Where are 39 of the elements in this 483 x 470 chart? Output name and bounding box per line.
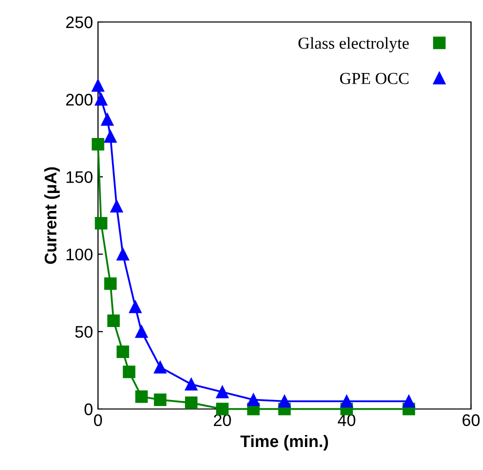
- y-tick-label: 250: [66, 16, 92, 28]
- point: [154, 360, 166, 374]
- legend-label: GPE OCC: [340, 72, 408, 84]
- point: [104, 130, 117, 143]
- point: [129, 300, 142, 314]
- point: [340, 395, 353, 408]
- point: [135, 390, 148, 403]
- point: [110, 200, 123, 212]
- point: [135, 325, 148, 338]
- point: [278, 395, 291, 408]
- y-axis-title: Current (μA): [44, 167, 60, 264]
- point: [216, 386, 229, 398]
- point: [92, 79, 104, 92]
- point: [116, 248, 130, 260]
- x-axis-title: Time (min.): [240, 434, 328, 450]
- point: [154, 393, 166, 406]
- point: [94, 93, 108, 106]
- y-tick-label: 50: [75, 326, 92, 338]
- point: [185, 378, 198, 390]
- point: [247, 393, 260, 406]
- point: [104, 277, 117, 290]
- point: [216, 402, 229, 416]
- point: [402, 395, 416, 408]
- x-tick-label: 40: [338, 414, 356, 426]
- x-tick-label: 0: [94, 414, 102, 426]
- x-tick-label: 60: [462, 414, 480, 426]
- point: [92, 138, 104, 151]
- y-tick-label: 0: [84, 403, 92, 416]
- y-tick-label: 100: [66, 248, 92, 260]
- legend-label: Glass electrolyte: [298, 37, 409, 52]
- point: [107, 314, 120, 328]
- point: [94, 216, 108, 230]
- point: [122, 366, 136, 378]
- point: [185, 396, 198, 410]
- x-tick-label: 20: [214, 414, 231, 426]
- y-tick-label: 200: [66, 94, 92, 106]
- point: [116, 345, 130, 358]
- y-tick-label: 150: [66, 171, 92, 184]
- point: [101, 113, 114, 126]
